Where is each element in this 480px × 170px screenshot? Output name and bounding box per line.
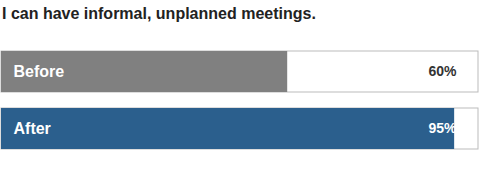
svg-text:Before: Before xyxy=(14,63,65,80)
svg-text:After: After xyxy=(14,120,51,137)
svg-text:95%: 95% xyxy=(428,120,457,136)
svg-text:60%: 60% xyxy=(428,63,457,79)
html-text:I can have informal, unplanned: I can have informal, unplanned meetings. xyxy=(2,5,316,22)
